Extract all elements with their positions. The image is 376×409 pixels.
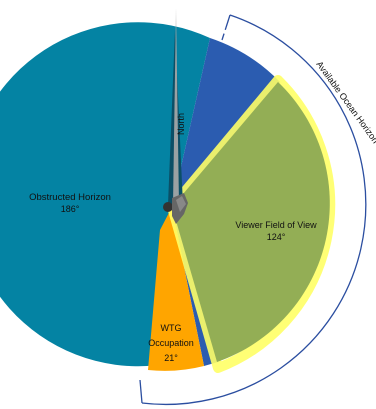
viewer-figure-icon	[163, 193, 188, 224]
wtg-label-line2: Occupation	[148, 338, 194, 348]
viewer-field-highlight	[167, 75, 336, 373]
obstructed-horizon-value: 186°	[61, 204, 80, 214]
ocean-horizon-upper-sector	[172, 38, 280, 207]
north-needle	[173, 8, 179, 205]
wtg-value: 21°	[164, 353, 178, 363]
wtg-label: WTG	[161, 323, 182, 333]
obstructed-horizon-label: Obstructed Horizon	[29, 192, 111, 203]
wtg-occupation-sector	[148, 207, 204, 371]
north-label: North	[176, 113, 186, 135]
viewer-field-label: Viewer Field of View	[235, 220, 317, 230]
arc-tick-bottom	[139, 379, 143, 404]
arc-tick-top	[221, 14, 231, 41]
outer-white-arc	[219, 28, 348, 221]
viewer-field-value: 124°	[267, 232, 286, 242]
viewer-field-sector	[172, 82, 330, 362]
available-ocean-horizon-arc	[141, 14, 367, 406]
